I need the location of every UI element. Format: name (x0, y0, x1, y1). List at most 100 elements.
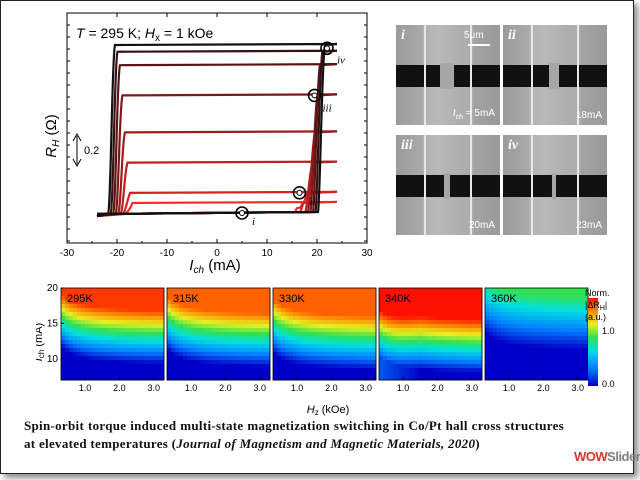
heatmap-cell (438, 332, 443, 337)
heatmap-cell (368, 292, 373, 297)
heatmap-cell (68, 372, 74, 377)
heatmap-cell (478, 364, 483, 369)
heatmap-cell (152, 312, 157, 317)
heatmap-cell (442, 312, 447, 317)
heatmap-cell (92, 336, 98, 341)
heatmap-cell (254, 356, 259, 361)
heatmap-cell (508, 324, 514, 329)
heatmap-cell (418, 368, 423, 373)
heatmap-cell (304, 336, 310, 341)
heatmap-cell (120, 344, 125, 349)
sem-scale-bar (468, 44, 490, 46)
heatmap-cell (288, 360, 294, 365)
heatmap-cell (148, 304, 153, 309)
heatmap-cell (284, 348, 290, 353)
heatmap-cell (580, 376, 585, 381)
heatmap-cell (402, 372, 408, 377)
heatmap-cell (462, 292, 467, 297)
heatmap-cell (174, 348, 180, 353)
heatmap-cell (152, 288, 157, 293)
heatmap-cell (104, 324, 109, 329)
heatmap-cell (198, 332, 204, 337)
heatmap-cell (422, 364, 427, 369)
heatmap-cell (410, 324, 416, 329)
heatmap-cell (398, 304, 404, 309)
heatmap-cell (100, 300, 105, 305)
heatmap-cell (88, 336, 94, 341)
heatmap-cell (246, 368, 251, 373)
heatmap-cell (474, 336, 479, 341)
heatmap-cell (372, 376, 377, 381)
heatmap-cell (292, 356, 298, 361)
heatmap-cell (466, 360, 471, 365)
sem-panel-iii: iii 20mA (396, 135, 500, 235)
heatmap-cell (496, 292, 502, 297)
heatmap-cell (508, 352, 514, 357)
heatmap-cell (76, 316, 82, 321)
heatmap-cell (120, 324, 125, 329)
heatmap-cell (496, 300, 502, 305)
heatmap-cell (356, 368, 361, 373)
heatmap-cell (500, 368, 506, 373)
heatmap-cell (410, 332, 416, 337)
heatmap-cell (360, 288, 365, 293)
heatmap-cell (152, 332, 157, 337)
heatmap-cell (560, 320, 565, 325)
heatmap-cell (186, 344, 192, 349)
heatmap-cell (202, 356, 208, 361)
heatmap-cell (280, 340, 286, 345)
heatmap-cell (364, 312, 369, 317)
heatmap-cell (116, 288, 121, 293)
heatmap-cell (92, 300, 98, 305)
heatmap-cell (160, 304, 165, 309)
hysteresis-loops (96, 42, 338, 218)
heatmap-cell (292, 304, 298, 309)
heatmap-cell (438, 288, 443, 293)
heatmap-cell (528, 324, 533, 329)
heatmap-cell (446, 304, 451, 309)
wowslider-watermark[interactable]: WOWSlider (574, 449, 640, 464)
heatmap-cell (276, 368, 282, 373)
heatmap-cell (324, 332, 329, 337)
heatmap-cell (296, 368, 302, 373)
heatmap-cell (61, 308, 66, 313)
heatmap-cell (470, 332, 475, 337)
heatmap-cell (72, 364, 78, 369)
heatmap-cell (418, 300, 423, 305)
heatmap-cell (61, 320, 66, 325)
heatmap-cell (442, 336, 447, 341)
heatmap-cell (242, 376, 247, 381)
heatmap-cell (284, 324, 290, 329)
heatmap-cell (246, 328, 251, 333)
heatmap-cell (352, 336, 357, 341)
heatmap-cell (320, 352, 325, 357)
heatmap-cell (72, 348, 78, 353)
heatmap-cell (116, 320, 121, 325)
heatmap-cell (170, 360, 176, 365)
heatmap-cell (222, 296, 227, 301)
heatmap-cell (116, 364, 121, 369)
heatmap-cell (194, 288, 200, 293)
heatmap-cell (76, 332, 82, 337)
heatmap-cell (262, 324, 267, 329)
heatmap-cell (532, 352, 537, 357)
heatmap-cell (470, 360, 475, 365)
heatmap-cell (84, 304, 90, 309)
heatmap-cell (344, 324, 349, 329)
heatmap-cell (300, 364, 306, 369)
heatmap-cell (516, 372, 522, 377)
heatmap-x-tick-label: 1.0 (503, 383, 516, 393)
heatmap-cell (364, 292, 369, 297)
heatmap-cell (250, 340, 255, 345)
heatmap-cell (352, 328, 357, 333)
heatmap-cell (524, 364, 529, 369)
heatmap-cell (167, 324, 172, 329)
heatmap-cell (450, 352, 455, 357)
heatmap-cell (76, 348, 82, 353)
heatmap-cell (116, 304, 121, 309)
heatmap-cell (466, 372, 471, 377)
heatmap-cell (156, 360, 161, 365)
heatmap-cell (474, 312, 479, 317)
heatmap-cell (88, 352, 94, 357)
sem-scale-label: 5μm (464, 30, 484, 41)
